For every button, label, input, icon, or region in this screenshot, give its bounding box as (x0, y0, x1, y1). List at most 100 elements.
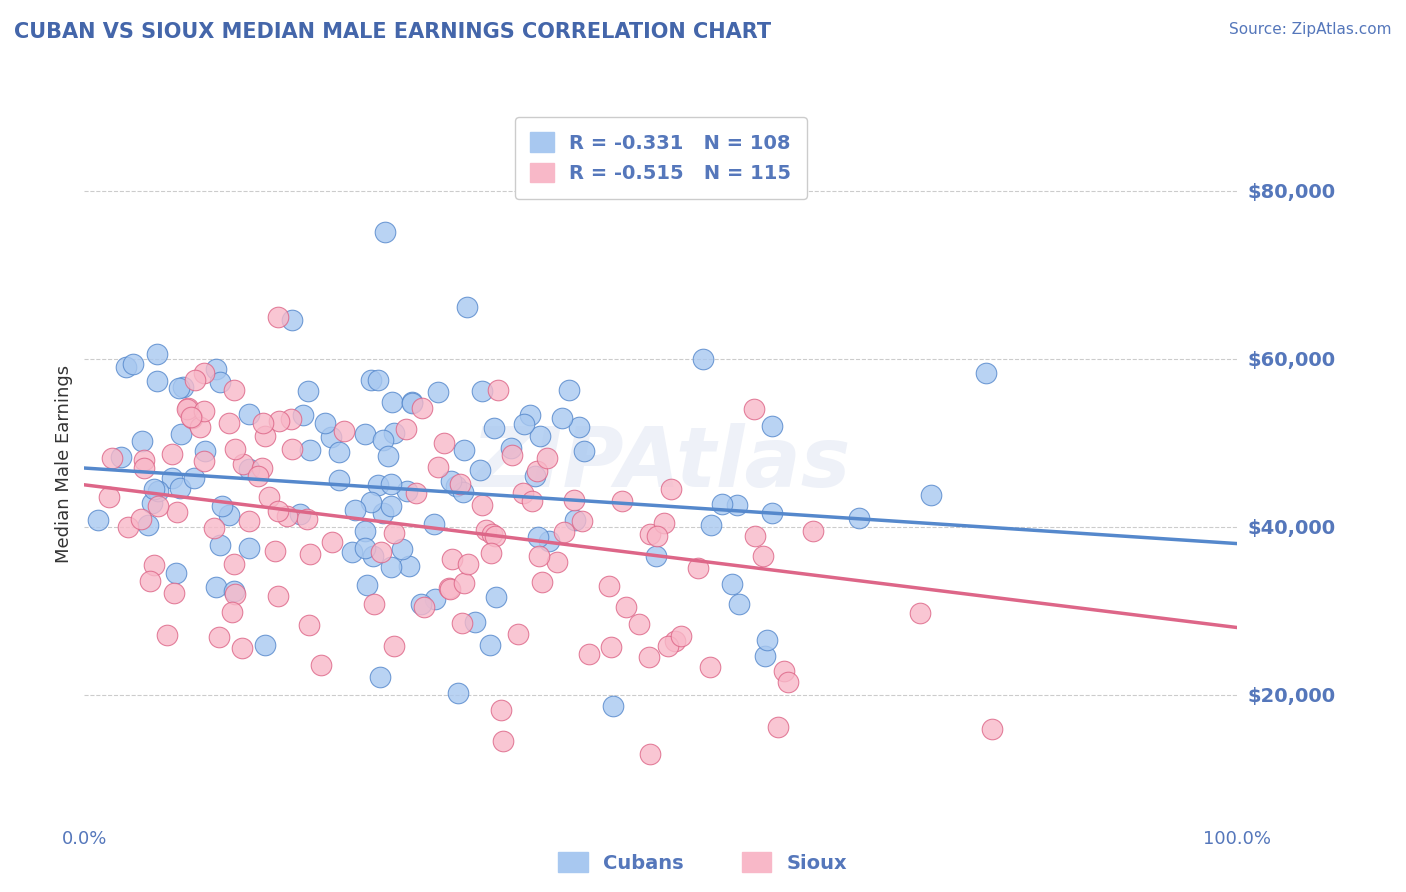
Point (370, 670, 392, 684)
Point (571, 514, 593, 528)
Point (319, 430, 342, 444)
Point (688, 561, 710, 575)
Point (367, 477, 389, 491)
Point (224, 442, 246, 457)
Point (146, 347, 169, 361)
Point (264, 544, 287, 558)
Point (333, 424, 356, 438)
Point (176, 402, 198, 417)
Point (401, 395, 423, 409)
Point (193, 366, 215, 380)
Point (501, 449, 523, 463)
Point (558, 383, 581, 397)
Point (257, 491, 280, 505)
Point (562, 492, 585, 507)
Point (474, 523, 496, 537)
Point (412, 599, 434, 614)
Point (132, 461, 155, 475)
Point (761, 506, 783, 520)
Point (396, 484, 419, 499)
Point (401, 394, 423, 409)
Point (433, 435, 456, 450)
Point (744, 402, 766, 417)
Point (131, 434, 153, 448)
Point (136, 518, 159, 533)
Point (427, 460, 450, 475)
Point (222, 557, 245, 571)
Point (457, 557, 479, 571)
Point (373, 434, 395, 448)
Point (409, 597, 432, 611)
Point (380, 477, 402, 491)
Point (146, 500, 169, 514)
Point (520, 493, 543, 508)
Point (427, 385, 450, 400)
Point (652, 516, 675, 530)
Point (172, 380, 194, 394)
Point (471, 498, 494, 512)
Point (381, 394, 404, 409)
Point (156, 628, 179, 642)
Point (638, 650, 661, 665)
Point (546, 555, 568, 569)
Point (280, 411, 302, 425)
Point (224, 586, 246, 600)
Point (391, 541, 413, 556)
Point (129, 512, 152, 526)
Point (117, 519, 139, 533)
Point (711, 497, 734, 511)
Point (288, 508, 311, 522)
Point (328, 474, 350, 488)
Point (297, 384, 319, 398)
Y-axis label: Median Male Earnings: Median Male Earnings (55, 365, 73, 563)
Point (512, 486, 534, 500)
Point (211, 500, 233, 514)
Point (254, 638, 277, 652)
Point (380, 499, 402, 513)
Point (166, 505, 188, 519)
Point (163, 586, 186, 600)
Point (456, 301, 478, 315)
Point (221, 606, 243, 620)
Point (238, 541, 260, 555)
Point (801, 524, 824, 538)
Point (638, 527, 661, 541)
Point (292, 408, 315, 422)
Point (484, 529, 506, 543)
Point (659, 482, 682, 496)
Point (768, 720, 790, 734)
Point (564, 513, 586, 527)
Point (363, 597, 385, 611)
Point (468, 463, 491, 477)
Point (776, 674, 799, 689)
Point (232, 458, 254, 472)
Point (267, 414, 290, 428)
Point (754, 648, 776, 663)
Point (356, 578, 378, 592)
Point (382, 639, 405, 653)
Point (160, 471, 183, 485)
Point (536, 450, 558, 465)
Point (640, 747, 662, 761)
Point (524, 469, 547, 483)
Point (485, 590, 508, 604)
Point (411, 401, 433, 416)
Point (727, 597, 749, 611)
Point (519, 408, 541, 422)
Point (657, 639, 679, 653)
Point (440, 474, 463, 488)
Point (354, 541, 377, 555)
Point (441, 551, 464, 566)
Point (578, 647, 600, 661)
Point (252, 416, 274, 430)
Point (238, 407, 260, 421)
Point (205, 580, 228, 594)
Point (281, 442, 304, 457)
Text: ZIPAtlas: ZIPAtlas (471, 424, 851, 504)
Point (183, 471, 205, 485)
Point (122, 357, 145, 371)
Point (132, 453, 155, 467)
Point (908, 606, 931, 620)
Point (115, 359, 138, 374)
Point (513, 417, 536, 431)
